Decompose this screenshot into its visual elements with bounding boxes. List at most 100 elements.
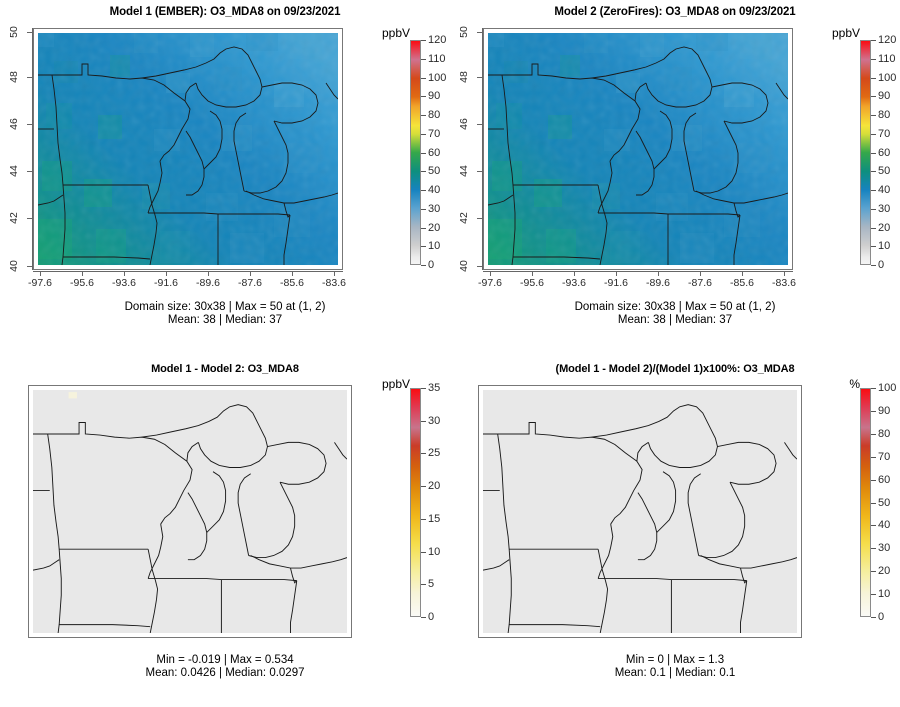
colorbar-tick-label: 80 — [878, 109, 891, 121]
panel-model1-colorbar: ppbV 120 110 100 90 80 70 60 50 4 — [370, 0, 450, 340]
colorbar-tick-label: 60 — [878, 146, 891, 159]
panel-model1-yaxis — [32, 28, 33, 270]
colorbar-tick-label: 30 — [428, 202, 441, 215]
ytick-label: 44 — [7, 165, 20, 177]
colorbar-tick-label: 80 — [878, 427, 891, 440]
colorbar-tick-label: 20 — [428, 221, 441, 234]
colorbar-unit-label: ppbV — [831, 26, 860, 40]
panel-model1-caption-line1: Domain size: 30x38 | Max = 50 at (1, 2) — [124, 301, 326, 313]
xtick-label: -83.6 — [772, 277, 796, 289]
map-raster-model2 — [488, 33, 788, 265]
panel-model2-title: Model 2 (ZeroFires): O3_MDA8 on 09/23/20… — [554, 6, 796, 18]
panel-difference-caption-line1: Min = -0.019 | Max = 0.534 — [156, 654, 294, 666]
colorbar-tick-label: 0 — [878, 611, 885, 623]
xtick-label: -95.6 — [520, 277, 544, 289]
panel-difference-caption-line2: Mean: 0.0426 | Median: 0.0297 — [145, 667, 305, 679]
colorbar-tick-label: 25 — [428, 447, 441, 460]
colorbar-tick-label: 50 — [878, 496, 891, 509]
colorbar-tick-label: 20 — [878, 565, 891, 578]
xtick-label: -89.6 — [646, 277, 670, 289]
panel-model1-title: Model 1 (EMBER): O3_MDA8 on 09/23/2021 — [109, 6, 341, 18]
colorbar-tick-label: 35 — [428, 382, 441, 394]
panel-difference-mapbox — [28, 385, 352, 638]
colorbar-gradient — [410, 388, 421, 617]
colorbar-tick-label: 20 — [878, 221, 891, 234]
map-raster-model1 — [38, 33, 338, 265]
ytick-label: 40 — [457, 260, 470, 272]
xtick-label: -87.6 — [238, 277, 262, 289]
panel-model2-caption-line2: Mean: 38 | Median: 37 — [617, 314, 733, 326]
colorbar-tick-label: 90 — [878, 404, 891, 417]
ytick-label: 42 — [7, 212, 20, 224]
ytick-label: 46 — [457, 118, 470, 130]
panel-percent-difference-colorbar: % 100 90 80 70 60 50 40 30 20 — [818, 355, 900, 707]
panel-difference: Model 1 - Model 2: O3_MDA8 — [0, 355, 450, 707]
map-raster-difference — [33, 390, 347, 633]
panel-percent-difference-caption-line2: Mean: 0.1 | Median: 0.1 — [614, 667, 736, 679]
colorbar-tick-label: 120 — [428, 34, 447, 46]
ytick-label: 48 — [7, 71, 20, 83]
colorbar-tick-label: 70 — [428, 127, 441, 140]
colorbar-tick-label: 50 — [878, 165, 891, 178]
panel-model2-caption-line1: Domain size: 30x38 | Max = 50 at (1, 2) — [574, 301, 776, 313]
panel-model2-mapbox — [483, 28, 793, 270]
ytick-label: 40 — [7, 260, 20, 272]
colorbar-tick-label: 80 — [428, 109, 441, 121]
panel-model1-caption-line2: Mean: 38 | Median: 37 — [167, 314, 283, 326]
colorbar-tick-label: 60 — [428, 146, 441, 159]
colorbar-tick-label: 50 — [428, 165, 441, 178]
ytick-label: 46 — [7, 118, 20, 130]
colorbar-tick-label: 40 — [428, 184, 441, 196]
colorbar-gradient — [860, 40, 871, 265]
colorbar-unit-label: % — [849, 377, 860, 391]
xtick-label: -91.6 — [604, 277, 628, 289]
colorbar-tick-label: 10 — [428, 240, 441, 253]
colorbar-tick-label: 10 — [878, 588, 891, 601]
ytick-label: 44 — [457, 165, 470, 177]
panel-percent-difference-caption-line1: Min = 0 | Max = 1.3 — [625, 654, 725, 666]
colorbar-tick-label: 60 — [878, 473, 891, 486]
colorbar-tick-label: 30 — [428, 414, 441, 427]
ytick-label: 50 — [7, 26, 20, 38]
colorbar-tick-label: 20 — [428, 480, 441, 493]
xtick-label: -97.6 — [28, 277, 52, 289]
colorbar-unit-label: ppbV — [381, 377, 410, 391]
xtick-label: -85.6 — [730, 277, 754, 289]
xtick-label: -97.6 — [478, 277, 502, 289]
xtick-label: -93.6 — [112, 277, 136, 289]
colorbar-tick-label: 100 — [878, 382, 897, 394]
xtick-label: -87.6 — [688, 277, 712, 289]
colorbar-tick-label: 0 — [428, 610, 435, 623]
colorbar-tick-label: 110 — [428, 52, 446, 65]
colorbar-tick-label: 110 — [878, 52, 896, 65]
colorbar-gradient — [860, 388, 871, 617]
colorbar-tick-label: 15 — [428, 512, 441, 525]
colorbar-tick-label: 40 — [878, 519, 891, 532]
ytick-label: 48 — [457, 71, 470, 83]
xtick-label: -95.6 — [70, 277, 94, 289]
panel-difference-colorbar: ppbV 35 30 25 20 15 10 5 0 — [370, 355, 450, 707]
colorbar-tick-label: 70 — [878, 450, 891, 463]
panel-model2: Model 2 (ZeroFires): O3_MDA8 on 09/23/20… — [450, 0, 900, 340]
colorbar-tick-label: 10 — [428, 545, 441, 558]
panel-model1-mapbox — [33, 28, 343, 270]
panel-model1-map — [38, 33, 338, 265]
colorbar-tick-label: 5 — [428, 578, 435, 591]
panel-model2-xaxis — [483, 271, 793, 272]
panel-percent-difference-map — [483, 390, 797, 633]
colorbar-tick-label: 0 — [428, 259, 435, 271]
map-raster-percent-difference — [483, 390, 797, 633]
panel-difference-map — [33, 390, 347, 633]
panel-model2-map — [488, 33, 788, 265]
colorbar-tick-label: 70 — [878, 127, 891, 140]
panel-percent-difference-mapbox — [478, 385, 802, 638]
xtick-label: -89.6 — [196, 277, 220, 289]
xtick-label: -93.6 — [562, 277, 586, 289]
ytick-label: 50 — [457, 26, 470, 38]
colorbar-tick-label: 30 — [878, 202, 891, 215]
panel-model1: Model 1 (EMBER): O3_MDA8 on 09/23/2021 — [0, 0, 450, 340]
panel-difference-title: Model 1 - Model 2: O3_MDA8 — [151, 363, 299, 375]
colorbar-gradient — [410, 40, 421, 265]
colorbar-tick-label: 120 — [878, 34, 897, 46]
panel-percent-difference: (Model 1 - Model 2)/(Model 1)x100%: O3_M… — [450, 355, 900, 707]
